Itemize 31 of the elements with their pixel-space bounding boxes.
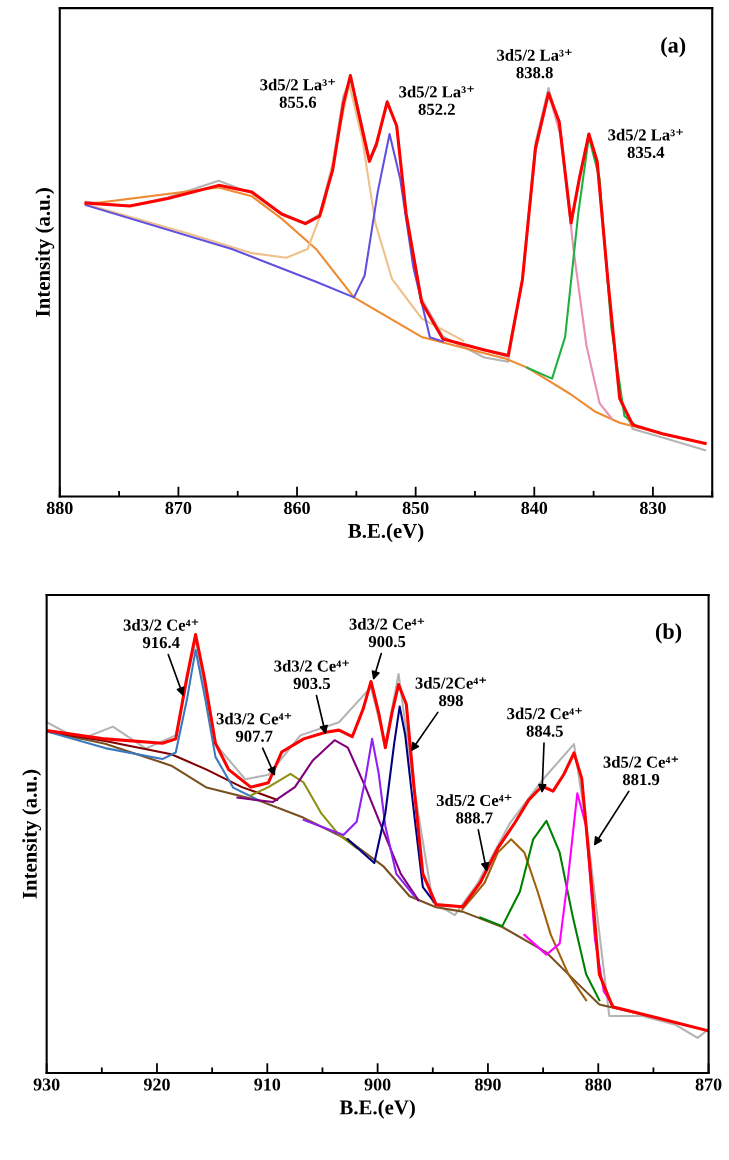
annotation: 3d3/2 Ce⁴⁺ 916.4 — [123, 618, 199, 649]
y-axis-title: Intensity (a.u.) — [35, 188, 55, 317]
x-tick-label: 930 — [33, 1078, 60, 1091]
x-tick-label: 880 — [585, 1078, 612, 1091]
x-tick-label: 870 — [695, 1078, 722, 1091]
text: (a) — [661, 37, 686, 58]
annotation: 3d3/2 Ce⁴⁺ 903.5 — [274, 659, 349, 690]
x-axis-title: B.E.(eV) — [339, 1099, 415, 1119]
annotation: (b) — [655, 623, 682, 644]
annotation: 3d3/2 Ce⁴⁺ 907.7 — [216, 712, 292, 742]
x-tick-label: 850 — [402, 501, 429, 515]
x-tick-label: 860 — [284, 501, 310, 515]
annotation: 3d5/2 Ce⁴⁺ 884.5 — [507, 707, 582, 737]
x-tick-label: 830 — [639, 501, 666, 515]
x-tick-label: 870 — [165, 501, 192, 515]
x-tick-label: 920 — [143, 1078, 170, 1091]
annotation: 3d5/2 La³⁺ 855.6 — [260, 78, 335, 108]
y-axis-title: Intensity (a.u.) — [22, 769, 42, 899]
annotation: 3d5/2Ce⁴⁺ 898 — [415, 677, 486, 707]
annotation: 3d5/2 Ce⁴⁺ 888.7 — [436, 794, 512, 824]
x-tick-label: 880 — [46, 501, 73, 515]
annotation: 3d5/2 La³⁺ 838.8 — [497, 49, 572, 79]
x-tick-label: 890 — [475, 1078, 501, 1091]
x-tick-label: 900 — [364, 1078, 391, 1091]
x-axis-title: B.E.(eV) — [348, 523, 424, 543]
x-tick-label: 840 — [521, 501, 548, 515]
annotation: 3d3/2 Ce⁴⁺ 900.5 — [349, 618, 425, 648]
annotation: 3d5/2 Ce⁴⁺ 881.9 — [603, 756, 679, 786]
annotation: 3d5/2 La³⁺ 852.2 — [399, 85, 474, 115]
x-tick-label: 910 — [254, 1078, 281, 1091]
annotation: 3d5/2 La³⁺ 835.4 — [608, 128, 683, 159]
